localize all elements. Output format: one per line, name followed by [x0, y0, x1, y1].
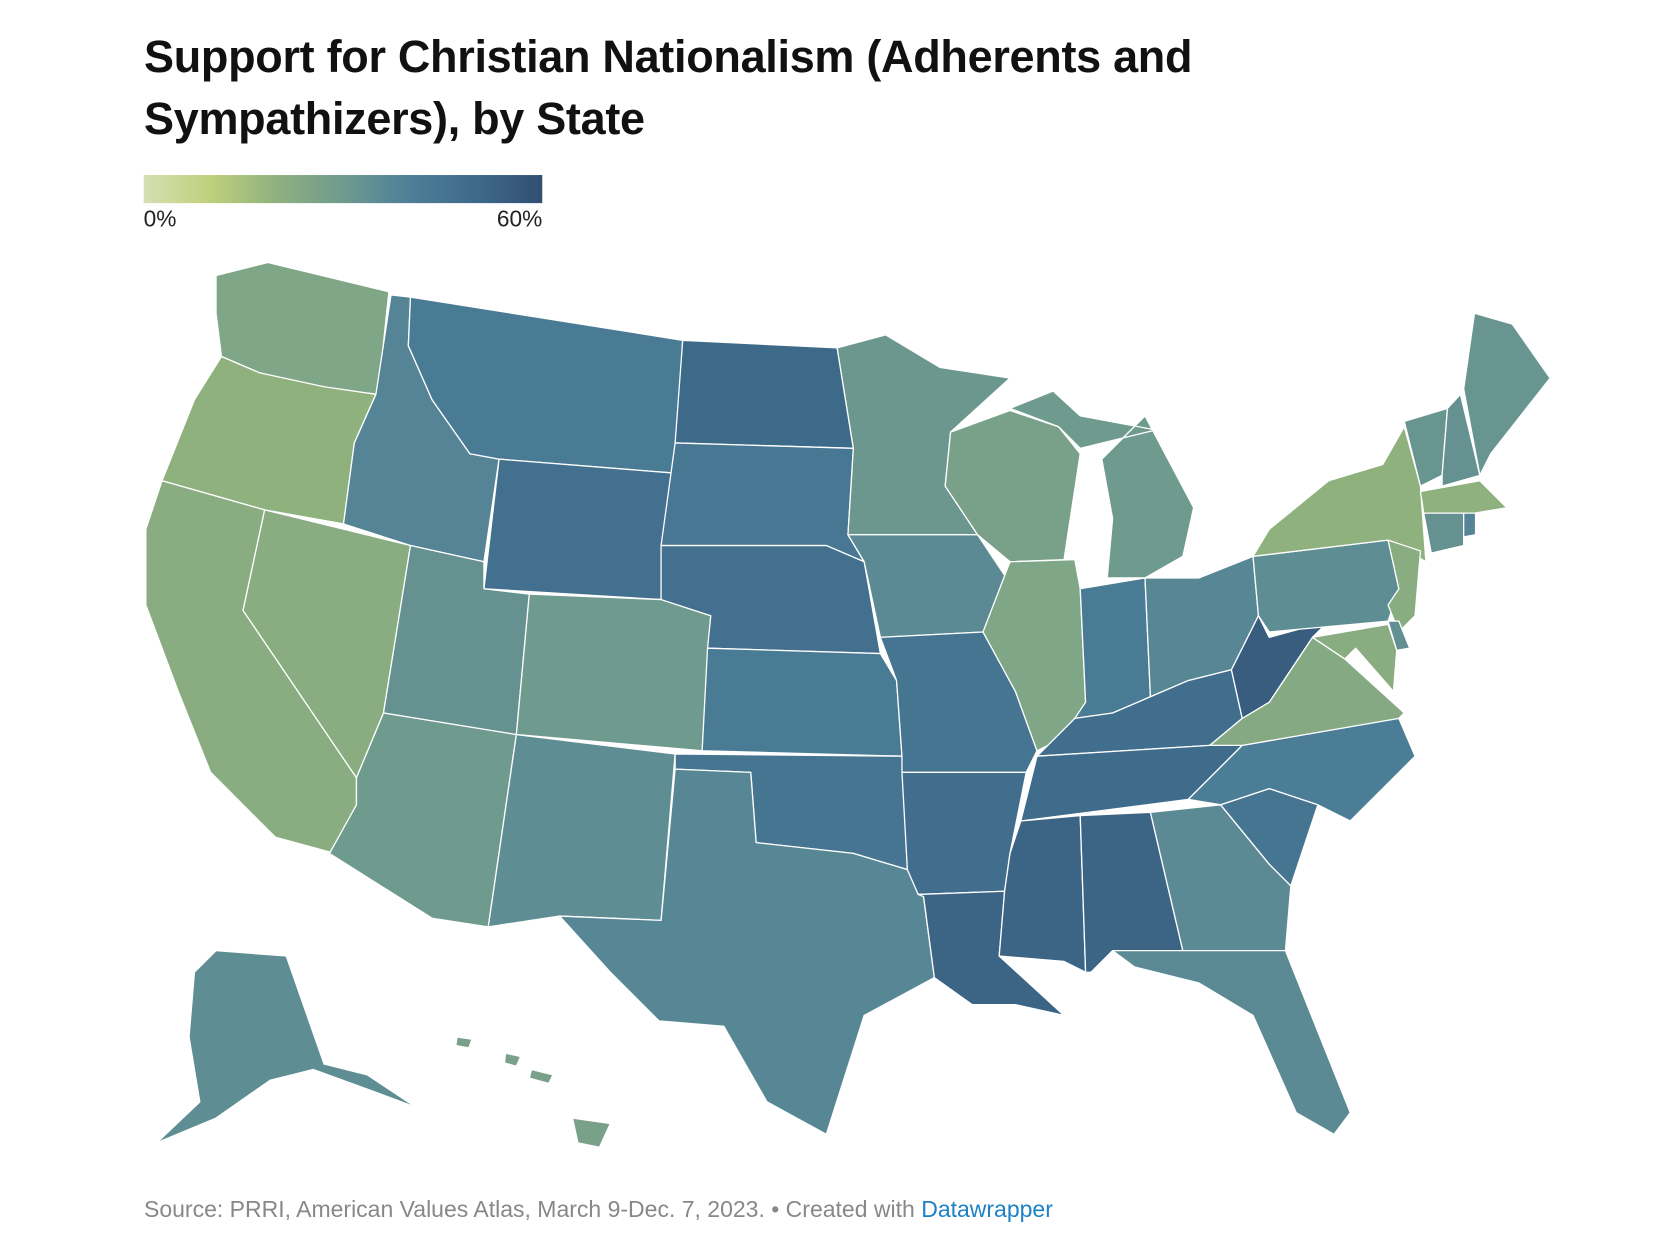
state — [1463, 512, 1477, 538]
legend-label: 0% — [144, 205, 177, 231]
state — [660, 442, 865, 563]
state — [1423, 512, 1465, 554]
state — [455, 1036, 611, 1148]
state — [674, 339, 855, 449]
state — [1419, 480, 1508, 514]
state — [701, 647, 903, 757]
state — [155, 949, 417, 1144]
footer: Source: PRRI, American Values Atlas, Mar… — [144, 1196, 1053, 1223]
state — [515, 593, 712, 752]
chart-title: Support for Christian Nationalism (Adher… — [144, 31, 1193, 144]
state — [483, 458, 676, 601]
state — [1009, 390, 1195, 579]
source-note: Source: PRRI, American Values Atlas, Mar… — [144, 1196, 915, 1222]
credit-link[interactable]: Datawrapper — [921, 1196, 1053, 1222]
state — [161, 355, 377, 525]
state — [558, 768, 936, 1135]
state — [1463, 312, 1551, 476]
legend: 0% 60% — [143, 175, 543, 231]
legend-gradient — [143, 175, 543, 204]
state — [1441, 393, 1481, 487]
state — [487, 733, 676, 928]
map — [145, 261, 1551, 1148]
state — [1074, 577, 1152, 720]
state — [1111, 949, 1351, 1135]
legend-label: 60% — [497, 205, 542, 231]
state — [1311, 623, 1398, 693]
state — [1252, 426, 1427, 563]
